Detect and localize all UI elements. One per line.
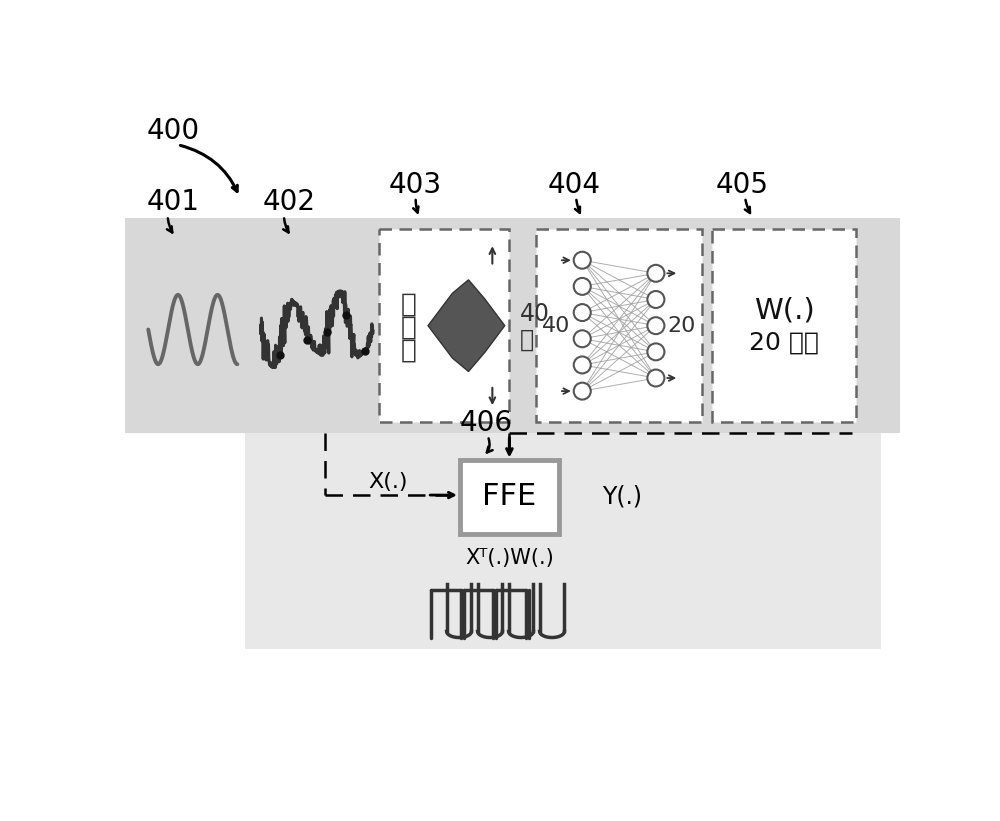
- Text: X(.): X(.): [369, 472, 408, 492]
- Circle shape: [647, 369, 664, 387]
- Bar: [245, 433, 881, 649]
- Text: 条: 条: [520, 328, 534, 351]
- Bar: [125, 218, 900, 433]
- Circle shape: [574, 383, 591, 400]
- Circle shape: [647, 291, 664, 308]
- Circle shape: [574, 278, 591, 295]
- Text: 40: 40: [542, 315, 570, 336]
- Text: FFE: FFE: [482, 483, 537, 511]
- Text: Xᵀ(.)W(.): Xᵀ(.)W(.): [465, 548, 554, 568]
- Circle shape: [574, 356, 591, 374]
- Text: 402: 402: [263, 189, 316, 217]
- Text: 图: 图: [401, 337, 417, 364]
- Text: 400: 400: [147, 117, 200, 144]
- Polygon shape: [428, 280, 505, 371]
- Text: 401: 401: [147, 189, 200, 217]
- Circle shape: [574, 252, 591, 268]
- Text: 40: 40: [520, 302, 550, 326]
- Text: 直: 直: [401, 291, 417, 317]
- Text: 405: 405: [716, 171, 769, 199]
- Circle shape: [647, 317, 664, 334]
- Circle shape: [647, 343, 664, 360]
- Text: 404: 404: [547, 171, 600, 199]
- Bar: [460, 461, 559, 534]
- Text: W(.): W(.): [754, 296, 815, 324]
- Circle shape: [647, 265, 664, 282]
- Bar: [712, 229, 856, 422]
- Text: 方: 方: [401, 314, 417, 340]
- Text: 403: 403: [388, 171, 442, 199]
- Text: 20 抽头: 20 抽头: [749, 331, 819, 355]
- Bar: [379, 229, 509, 422]
- Text: 20: 20: [668, 315, 696, 336]
- Text: 406: 406: [460, 410, 513, 438]
- Text: Y(.): Y(.): [602, 485, 642, 509]
- Circle shape: [574, 304, 591, 321]
- Circle shape: [574, 330, 591, 347]
- Bar: [536, 229, 702, 422]
